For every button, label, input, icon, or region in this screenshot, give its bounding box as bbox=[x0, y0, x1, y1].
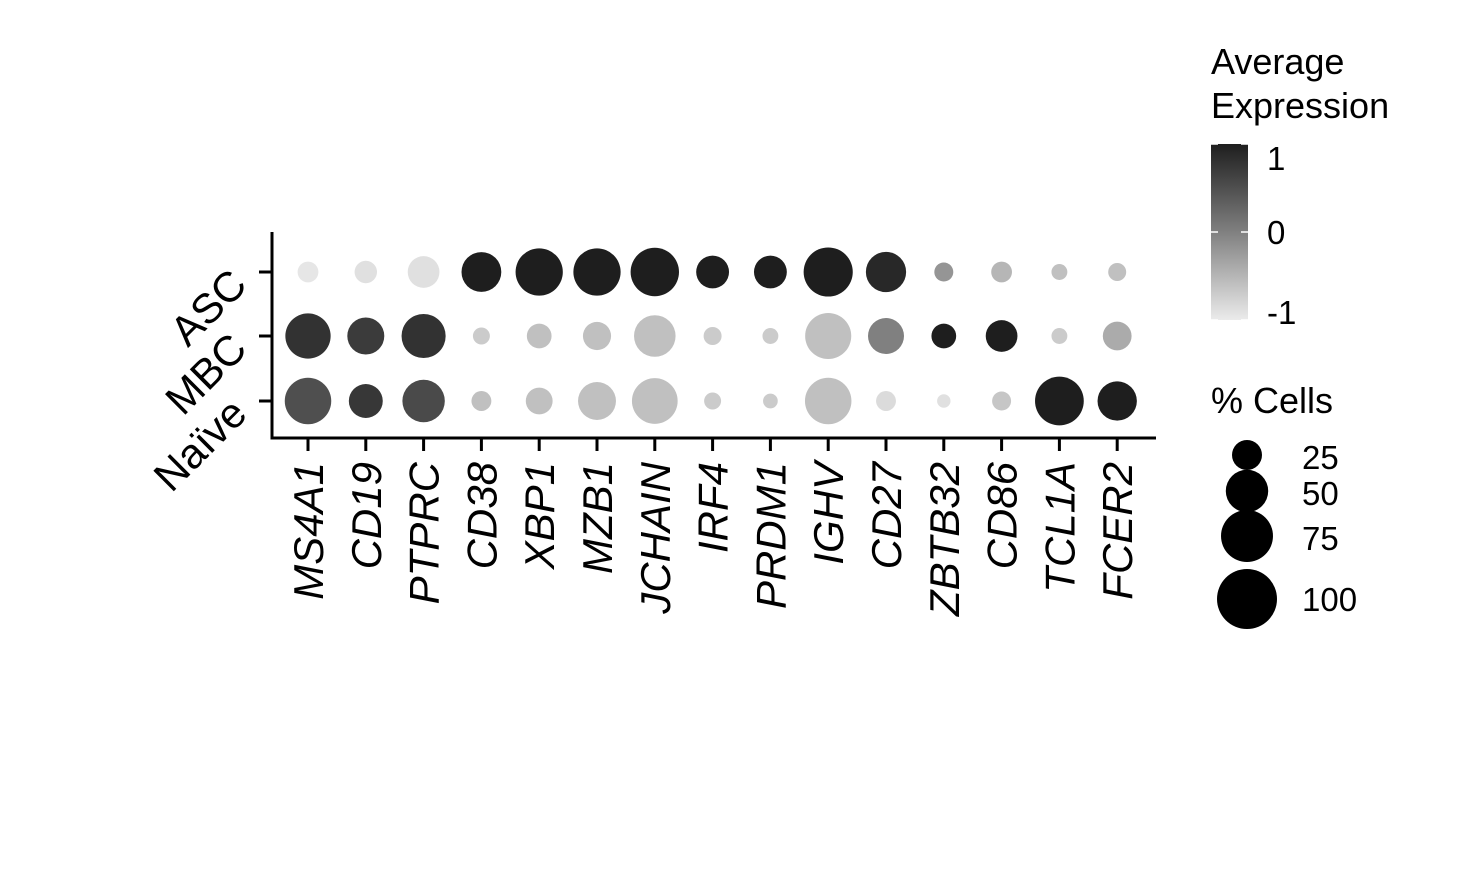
color-legend-label: -1 bbox=[1267, 294, 1296, 331]
dot-Naïve-FCER2 bbox=[1097, 381, 1137, 421]
dot-MBC-XBP1 bbox=[526, 323, 552, 349]
x-axis-labels: MS4A1 CD19 PTPRC CD38 XBP1 MZB1 JCHAIN IRF4 PRDM… bbox=[285, 458, 1141, 617]
dot-ASC-CD19 bbox=[354, 260, 378, 284]
dot-ASC-PTPRC bbox=[407, 256, 440, 288]
dot-MBC-JCHAIN bbox=[634, 315, 676, 357]
dot-Naïve-JCHAIN bbox=[631, 378, 678, 424]
gene-label: IGHV bbox=[805, 458, 852, 565]
dot-Naïve-ZBTB32 bbox=[937, 394, 951, 408]
dot-ASC-JCHAIN bbox=[630, 247, 679, 297]
gene-label: MS4A1 bbox=[285, 462, 332, 600]
dot-MBC-TCL1A bbox=[1051, 328, 1068, 344]
size-legend-title: % Cells bbox=[1211, 380, 1333, 421]
dot-Naïve-MS4A1 bbox=[284, 377, 332, 425]
dot-Naïve-MZB1 bbox=[578, 382, 616, 420]
dot-ASC-IRF4 bbox=[696, 255, 730, 289]
size-legend-label: 50 bbox=[1302, 475, 1339, 512]
dot-ASC-IGHV bbox=[803, 247, 853, 297]
dot-Naïve-PRDM1 bbox=[763, 393, 778, 409]
dot-ASC-FCER2 bbox=[1108, 263, 1127, 281]
dot-MBC-PRDM1 bbox=[762, 328, 779, 344]
dot-Naïve-CD27 bbox=[876, 391, 896, 411]
gene-label: TCL1A bbox=[1036, 462, 1083, 593]
dot-MBC-MS4A1 bbox=[285, 313, 331, 359]
size-legend-label: 75 bbox=[1302, 520, 1339, 557]
gene-label: ZBTB32 bbox=[921, 462, 968, 617]
dot-Naïve-PTPRC bbox=[402, 379, 445, 423]
gene-label: CD38 bbox=[458, 461, 505, 569]
gene-label: PTPRC bbox=[401, 461, 448, 604]
color-legend-label: 1 bbox=[1267, 140, 1285, 177]
dot-Naïve-IGHV bbox=[804, 377, 852, 425]
size-legend-dot bbox=[1221, 510, 1273, 562]
dot-Naïve-CD19 bbox=[348, 384, 383, 418]
dot-Naïve-TCL1A bbox=[1035, 376, 1084, 426]
dot-ASC-CD38 bbox=[461, 252, 502, 292]
color-legend-title: Average Expression bbox=[1211, 41, 1389, 126]
gene-label: CD86 bbox=[979, 461, 1026, 569]
dot-Naïve-XBP1 bbox=[525, 387, 553, 415]
dot-ASC-MS4A1 bbox=[297, 261, 319, 283]
dot-MBC-ZBTB32 bbox=[931, 323, 957, 349]
gene-label: XBP1 bbox=[516, 462, 563, 570]
gene-label: IRF4 bbox=[690, 462, 737, 553]
color-legend-label: 0 bbox=[1267, 214, 1285, 251]
gene-label: PRDM1 bbox=[747, 462, 794, 609]
dot-MBC-IGHV bbox=[805, 312, 852, 360]
dot-ASC-XBP1 bbox=[515, 248, 563, 296]
y-axis-ticks bbox=[259, 270, 272, 403]
dot-MBC-IRF4 bbox=[703, 327, 722, 345]
dot-ASC-TCL1A bbox=[1051, 264, 1068, 280]
dot-MBC-PTPRC bbox=[401, 313, 446, 359]
dot-ASC-CD86 bbox=[991, 261, 1012, 283]
dot-MBC-FCER2 bbox=[1102, 321, 1132, 351]
dot-MBC-CD38 bbox=[472, 327, 490, 345]
dots-layer bbox=[284, 247, 1137, 426]
size-legend-label: 100 bbox=[1302, 581, 1357, 618]
dot-Naïve-CD86 bbox=[992, 391, 1012, 411]
dot-MBC-MZB1 bbox=[582, 321, 612, 351]
size-legend-dot bbox=[1232, 440, 1262, 470]
x-axis-ticks bbox=[306, 438, 1119, 451]
size-legend-dot bbox=[1217, 569, 1277, 629]
gene-label: JCHAIN bbox=[632, 461, 679, 614]
dot-Naïve-IRF4 bbox=[704, 392, 722, 410]
size-legend-dot bbox=[1225, 469, 1269, 513]
dot-ASC-MZB1 bbox=[573, 248, 621, 296]
gene-label: CD27 bbox=[863, 460, 910, 569]
gene-label: FCER2 bbox=[1094, 462, 1141, 600]
dot-Naïve-CD38 bbox=[471, 391, 492, 411]
dot-MBC-CD86 bbox=[985, 320, 1018, 352]
color-legend: Average Expression 1 0 -1 bbox=[1211, 41, 1389, 331]
dot-MBC-CD27 bbox=[868, 318, 904, 354]
size-legend-label: 25 bbox=[1302, 439, 1339, 476]
gene-label: MZB1 bbox=[574, 462, 621, 574]
dot-ASC-CD27 bbox=[865, 251, 907, 293]
dot-ASC-PRDM1 bbox=[753, 255, 787, 289]
gene-label: CD19 bbox=[343, 462, 390, 569]
dot-ASC-ZBTB32 bbox=[934, 262, 954, 282]
dot-MBC-CD19 bbox=[347, 317, 385, 355]
